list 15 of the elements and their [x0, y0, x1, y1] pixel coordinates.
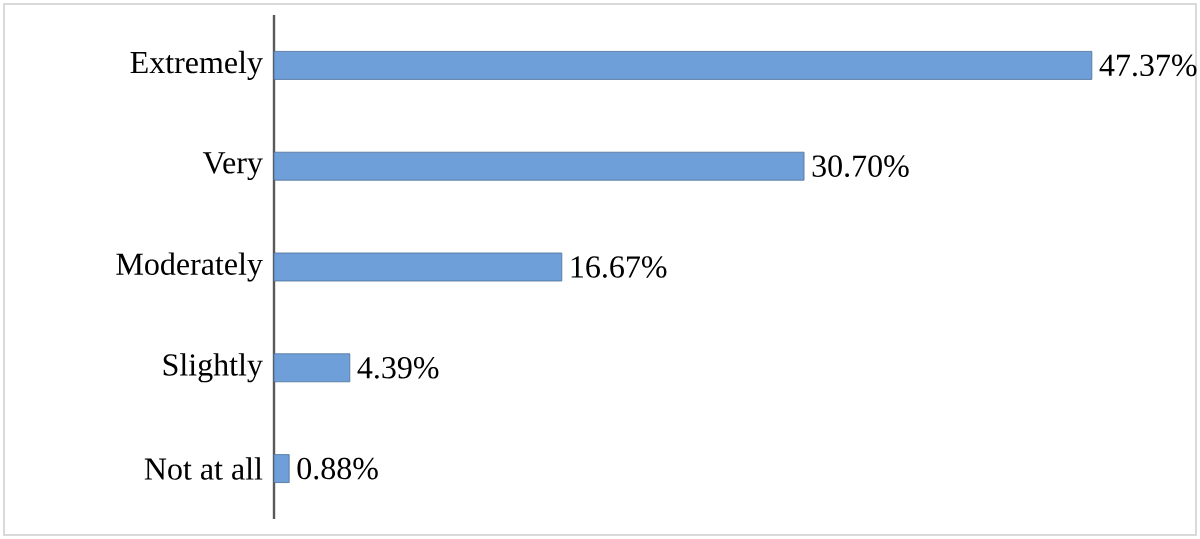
data-label: 4.39% [357, 356, 439, 379]
bar [273, 151, 805, 181]
y-tick-label: Very [202, 152, 263, 181]
bar [273, 454, 290, 483]
bar [273, 353, 351, 383]
data-label: 47.37% [1099, 54, 1197, 77]
y-tick-label: Extremely [130, 50, 263, 80]
y-tick-label: Slightly [163, 353, 263, 383]
bar [273, 50, 1093, 80]
data-label: 30.70% [812, 155, 909, 178]
bar [273, 252, 563, 282]
y-tick-label: Moderately [116, 252, 263, 282]
data-label: 0.88% [297, 457, 378, 480]
data-label: 16.67% [571, 256, 667, 278]
y-tick-label: Not at all [144, 457, 263, 480]
